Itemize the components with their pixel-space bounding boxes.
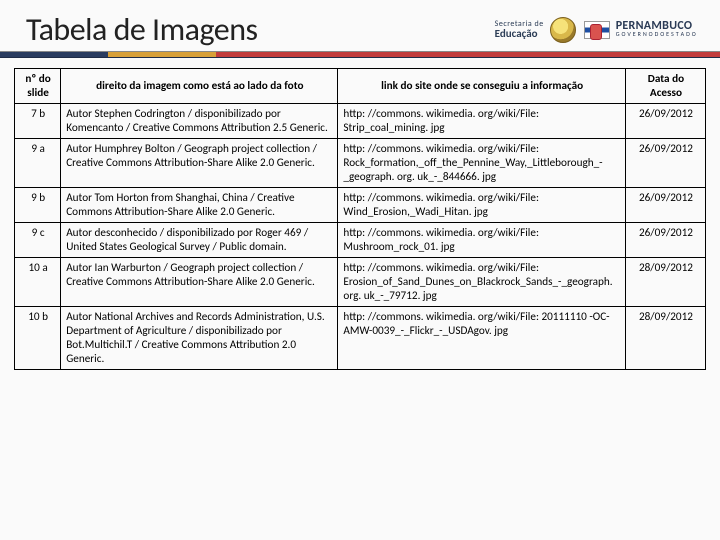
cell-link: http: //commons. wikimedia. org/wiki/Fil… xyxy=(338,104,625,139)
table-row: 9 aAutor Humphrey Bolton / Geograph proj… xyxy=(15,139,706,188)
table-row: 10 bAutor National Archives and Records … xyxy=(15,307,706,370)
pernambuco-logo: PERNAMBUCO G O V E R N O D O E S T A D O xyxy=(584,21,696,39)
cell-date: 28/09/2012 xyxy=(625,258,705,307)
col-link: link do site onde se conseguiu a informa… xyxy=(338,69,625,104)
table-row: 9 cAutor desconhecido / disponibilizado … xyxy=(15,223,706,258)
education-logo: Secretaria de Educação xyxy=(495,17,576,43)
cell-date: 26/09/2012 xyxy=(625,188,705,223)
cell-slide: 9 a xyxy=(15,139,61,188)
cell-slide: 9 b xyxy=(15,188,61,223)
cell-credit: Autor desconhecido / disponibilizado por… xyxy=(61,223,338,258)
col-credit: direito da imagem como está ao lado da f… xyxy=(61,69,338,104)
cell-link: http: //commons. wikimedia. org/wiki/Fil… xyxy=(338,223,625,258)
table-header-row: nº do slide direito da imagem como está … xyxy=(15,69,706,104)
cell-slide: 7 b xyxy=(15,104,61,139)
edu-label-bold: Educação xyxy=(495,28,544,39)
pe-label-sub: G O V E R N O D O E S T A D O xyxy=(616,32,696,37)
cell-date: 28/09/2012 xyxy=(625,307,705,370)
cell-link: http: //commons. wikimedia. org/wiki/Fil… xyxy=(338,307,625,370)
table-row: 10 aAutor Ian Warburton / Geograph proje… xyxy=(15,258,706,307)
cell-date: 26/09/2012 xyxy=(625,139,705,188)
cell-link: http: //commons. wikimedia. org/wiki/Fil… xyxy=(338,139,625,188)
cell-date: 26/09/2012 xyxy=(625,223,705,258)
cell-slide: 9 c xyxy=(15,223,61,258)
cell-link: http: //commons. wikimedia. org/wiki/Fil… xyxy=(338,188,625,223)
cell-credit: Autor Tom Horton from Shanghai, China / … xyxy=(61,188,338,223)
slide-header: Tabela de Imagens Secretaria de Educação… xyxy=(0,0,720,52)
cell-credit: Autor Humphrey Bolton / Geograph project… xyxy=(61,139,338,188)
cell-credit: Autor National Archives and Records Admi… xyxy=(61,307,338,370)
page-title: Tabela de Imagens xyxy=(26,10,258,49)
seal-icon xyxy=(550,17,576,43)
logo-group: Secretaria de Educação PERNAMBUCO G O V … xyxy=(495,17,700,43)
cell-credit: Autor Stephen Codrington / disponibiliza… xyxy=(61,104,338,139)
cell-credit: Autor Ian Warburton / Geograph project c… xyxy=(61,258,338,307)
cell-link: http: //commons. wikimedia. org/wiki/Fil… xyxy=(338,258,625,307)
col-date: Data do Acesso xyxy=(625,69,705,104)
col-slide: nº do slide xyxy=(15,69,61,104)
images-table: nº do slide direito da imagem como está … xyxy=(14,68,706,370)
table-container: nº do slide direito da imagem como está … xyxy=(0,58,720,370)
flag-icon xyxy=(584,21,610,39)
cell-slide: 10 b xyxy=(15,307,61,370)
cell-date: 26/09/2012 xyxy=(625,104,705,139)
table-row: 9 bAutor Tom Horton from Shanghai, China… xyxy=(15,188,706,223)
cell-slide: 10 a xyxy=(15,258,61,307)
table-row: 7 bAutor Stephen Codrington / disponibil… xyxy=(15,104,706,139)
